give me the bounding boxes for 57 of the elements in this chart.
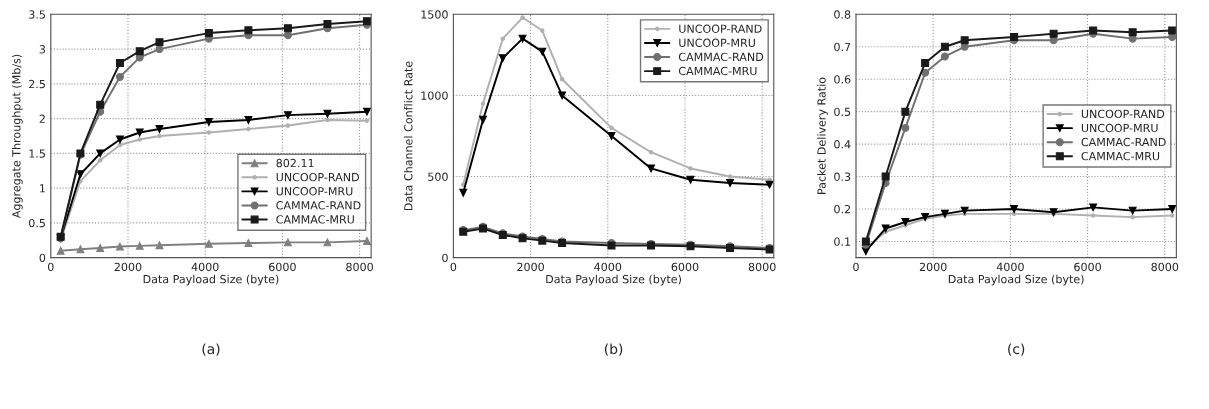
legend-label: CAMMAC-RAND	[276, 201, 361, 210]
legend-label: UNCOOP-MRU	[1081, 123, 1158, 133]
x-tick-label: 0	[853, 262, 859, 272]
legend-label: UNCOOP-RAND	[276, 172, 359, 182]
y-tick-label: 2.5	[29, 79, 45, 89]
y-tick-label: 0.7	[834, 42, 851, 52]
legend-label: CAMMAC-MRU	[678, 66, 757, 76]
y-tick-label: 0.6	[834, 75, 851, 84]
y-tick-label: 0.3	[834, 172, 851, 181]
legend-label: UNCOOP-MRU	[276, 187, 353, 196]
y-tick-label: 0.5	[834, 107, 851, 117]
legend-label: UNCOOP-MRU	[679, 38, 755, 47]
y-tick-label: 500	[428, 172, 448, 181]
legend-label: 802.11	[276, 158, 314, 168]
legend-label: CAMMAC-MRU	[1081, 151, 1160, 161]
x-tick-label: 2000	[114, 262, 142, 272]
y-tick-label: 3	[39, 45, 46, 54]
y-tick-label: 0.2	[834, 204, 850, 214]
x-axis-title: Data Payload Size (byte)	[546, 274, 681, 286]
x-tick-label: 6000	[269, 262, 296, 272]
legend-label: CAMMAC-RAND	[678, 52, 764, 62]
y-tick-label: 0.8	[834, 10, 851, 19]
y-tick-label: 0	[39, 253, 46, 263]
y-tick-label: 0.1	[834, 237, 851, 246]
y-axis-title: Aggregate Throughput (Mb/s)	[11, 54, 23, 219]
x-tick-label: 8000	[346, 262, 373, 272]
x-tick-label: 8000	[748, 262, 776, 272]
y-tick-label: 0	[442, 253, 448, 263]
y-tick-label: 3.5	[29, 10, 45, 19]
y-axis-title: Packet Delivery Ratio	[817, 77, 828, 194]
x-tick-label: 0	[450, 262, 457, 272]
x-tick-label: 2000	[517, 262, 544, 272]
x-tick-label: 2000	[919, 262, 947, 272]
y-tick-label: 1000	[421, 91, 448, 100]
text: (c)	[1008, 343, 1025, 356]
y-tick-label: 0.4	[834, 140, 851, 149]
text: (b)	[604, 343, 623, 356]
y-tick-label: 1500	[421, 10, 448, 19]
y-axis-title: Data Channel Conflict Rate	[403, 61, 413, 211]
x-tick-label: 8000	[1151, 262, 1179, 272]
y-tick-label: 1	[40, 184, 45, 193]
x-tick-label: 4000	[996, 262, 1024, 272]
legend-label: UNCOOP-RAND	[1081, 109, 1165, 119]
text: (a)	[202, 343, 220, 356]
x-axis-title: Data Payload Size (byte)	[948, 274, 1084, 286]
x-axis-title: Data Payload Size (byte)	[143, 274, 279, 286]
y-tick-label: 2	[39, 114, 45, 123]
y-tick-label: 1.5	[29, 149, 45, 158]
x-tick-label: 6000	[1074, 262, 1101, 272]
y-tick-label: 0.5	[28, 218, 45, 228]
x-tick-label: 0	[47, 262, 54, 272]
x-tick-label: 6000	[671, 262, 699, 272]
x-tick-label: 4000	[594, 262, 622, 272]
legend-label: UNCOOP-RAND	[679, 24, 762, 33]
legend-label: CAMMAC-MRU	[276, 215, 354, 224]
legend-label: CAMMAC-RAND	[1081, 137, 1166, 147]
x-tick-label: 4000	[191, 262, 219, 272]
